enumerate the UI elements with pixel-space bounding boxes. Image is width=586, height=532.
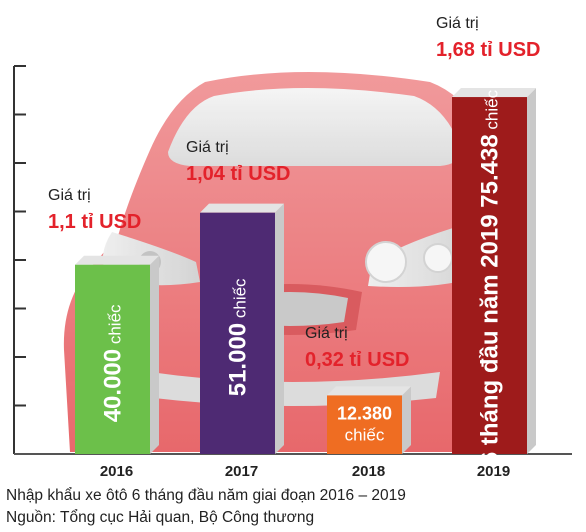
x-tick-2017: 2017 [225, 463, 258, 480]
value-amount-2016: 1,1 tỉ USD [48, 211, 141, 233]
bar-2017 [200, 212, 275, 454]
x-tick-2019: 2019 [477, 463, 510, 480]
chart-caption: Nhập khẩu xe ôtô 6 tháng đầu năm giai đo… [6, 487, 406, 504]
bar-text-2018: 12.380 [337, 403, 392, 423]
value-title-2018: Giá trị [305, 325, 348, 342]
x-tick-labels: 2016 2017 2018 2019 [100, 463, 510, 480]
bars [75, 88, 536, 454]
bar-text-2016: 40.000 chiếc [100, 304, 127, 422]
x-tick-2016: 2016 [100, 463, 133, 480]
bar-unit-2018: chiếc [345, 425, 385, 444]
bar-2019 [452, 97, 527, 454]
bar-side-2017 [275, 203, 284, 454]
bar-2018 [327, 395, 402, 454]
y-axis-ticks [14, 65, 26, 407]
value-amount-2017: 1,04 tỉ USD [186, 163, 290, 185]
bar-top-2019 [452, 88, 536, 98]
bar-side-2018 [402, 386, 411, 454]
bar-text-2019: 6 tháng đầu năm 2019 75.438 chiếc [477, 89, 504, 465]
chart-source: Nguồn: Tổng cục Hải quan, Bộ Công thương [6, 509, 315, 526]
bar-side-2019 [527, 88, 536, 454]
bar-side-2016 [150, 255, 159, 454]
value-title-2019: Giá trị [436, 15, 479, 32]
value-amount-2019: 1,68 tỉ USD [436, 39, 540, 61]
y-axis [13, 65, 26, 454]
bar-2016 [75, 264, 150, 454]
x-tick-2018: 2018 [352, 463, 385, 480]
bar-value-texts: 40.000 chiếc 51.000 chiếc 12.380 chiếc 6 thá… [100, 89, 504, 465]
value-title-2017: Giá trị [186, 139, 229, 156]
bar-text-2017: 51.000 chiếc [225, 278, 252, 396]
bar-top-2018 [327, 386, 411, 396]
bar-top-2016 [75, 255, 159, 265]
value-title-2016: Giá trị [48, 187, 91, 204]
value-amount-2018: 0,32 tỉ USD [305, 349, 409, 371]
value-labels: Giá trị 1,1 tỉ USD Giá trị 1,04 tỉ USD Giá t… [48, 15, 540, 371]
bar-top-2017 [200, 203, 284, 213]
